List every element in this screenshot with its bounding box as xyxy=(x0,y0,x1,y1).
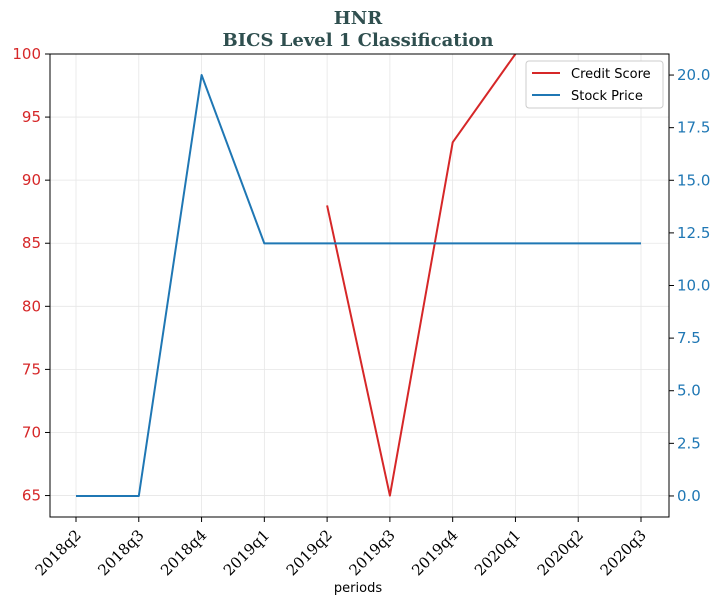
x-tick-label: 2019q1 xyxy=(220,526,273,579)
x-tick-label: 2020q3 xyxy=(597,526,650,579)
y-right-tick-label: 2.5 xyxy=(677,434,701,452)
x-tick-label: 2019q3 xyxy=(345,526,398,579)
y-right-tick-label: 12.5 xyxy=(677,224,710,242)
y-right-tick-label: 0.0 xyxy=(677,487,701,505)
x-tick-label: 2019q4 xyxy=(408,526,461,579)
y-right-tick-label: 10.0 xyxy=(677,277,710,295)
y-right-tick-label: 17.5 xyxy=(677,119,710,137)
plot-frame xyxy=(49,53,670,518)
y-left-tick-label: 65 xyxy=(22,487,41,505)
series-line-credit-score xyxy=(326,54,517,497)
legend-box xyxy=(525,60,664,109)
legend: Credit Score Stock Price xyxy=(525,60,664,109)
y-right-tick-label: 5.0 xyxy=(677,382,701,400)
grid xyxy=(50,53,669,517)
axes: 2018q2 2018q3 2018q4 2019q1 2019q2 2019q3 2019… xyxy=(12,45,710,579)
x-tick-label: 2018q4 xyxy=(157,526,210,579)
chart-subtitle: BICS Level 1 Classification xyxy=(222,30,493,51)
y-left-tick-label: 95 xyxy=(22,108,41,126)
y-left-tick-label: 70 xyxy=(22,423,41,441)
y-left-tick-label: 75 xyxy=(22,360,41,378)
y-left-tick-label: 90 xyxy=(22,171,41,189)
y-left-tick-label: 100 xyxy=(12,45,41,63)
x-tick-label: 2019q2 xyxy=(283,526,336,579)
y-right-tick-label: 15.0 xyxy=(677,171,710,189)
x-tick-label: 2020q1 xyxy=(471,526,524,579)
series-line-stock-price xyxy=(76,74,641,497)
y-left-tick-label: 80 xyxy=(22,297,41,315)
y-right-tick-label: 7.5 xyxy=(677,329,701,347)
legend-label-credit-score: Credit Score xyxy=(571,67,651,82)
y-right-tick-label: 20.0 xyxy=(677,66,710,84)
x-axis-label: periods xyxy=(334,581,382,596)
y-left-tick-label: 85 xyxy=(22,234,41,252)
chart-title: HNR xyxy=(334,8,383,29)
x-tick-label: 2018q2 xyxy=(32,526,85,579)
x-tick-label: 2020q2 xyxy=(534,526,587,579)
x-tick-label: 2018q3 xyxy=(94,526,147,579)
series-layer xyxy=(76,54,641,497)
legend-label-stock-price: Stock Price xyxy=(571,89,643,104)
